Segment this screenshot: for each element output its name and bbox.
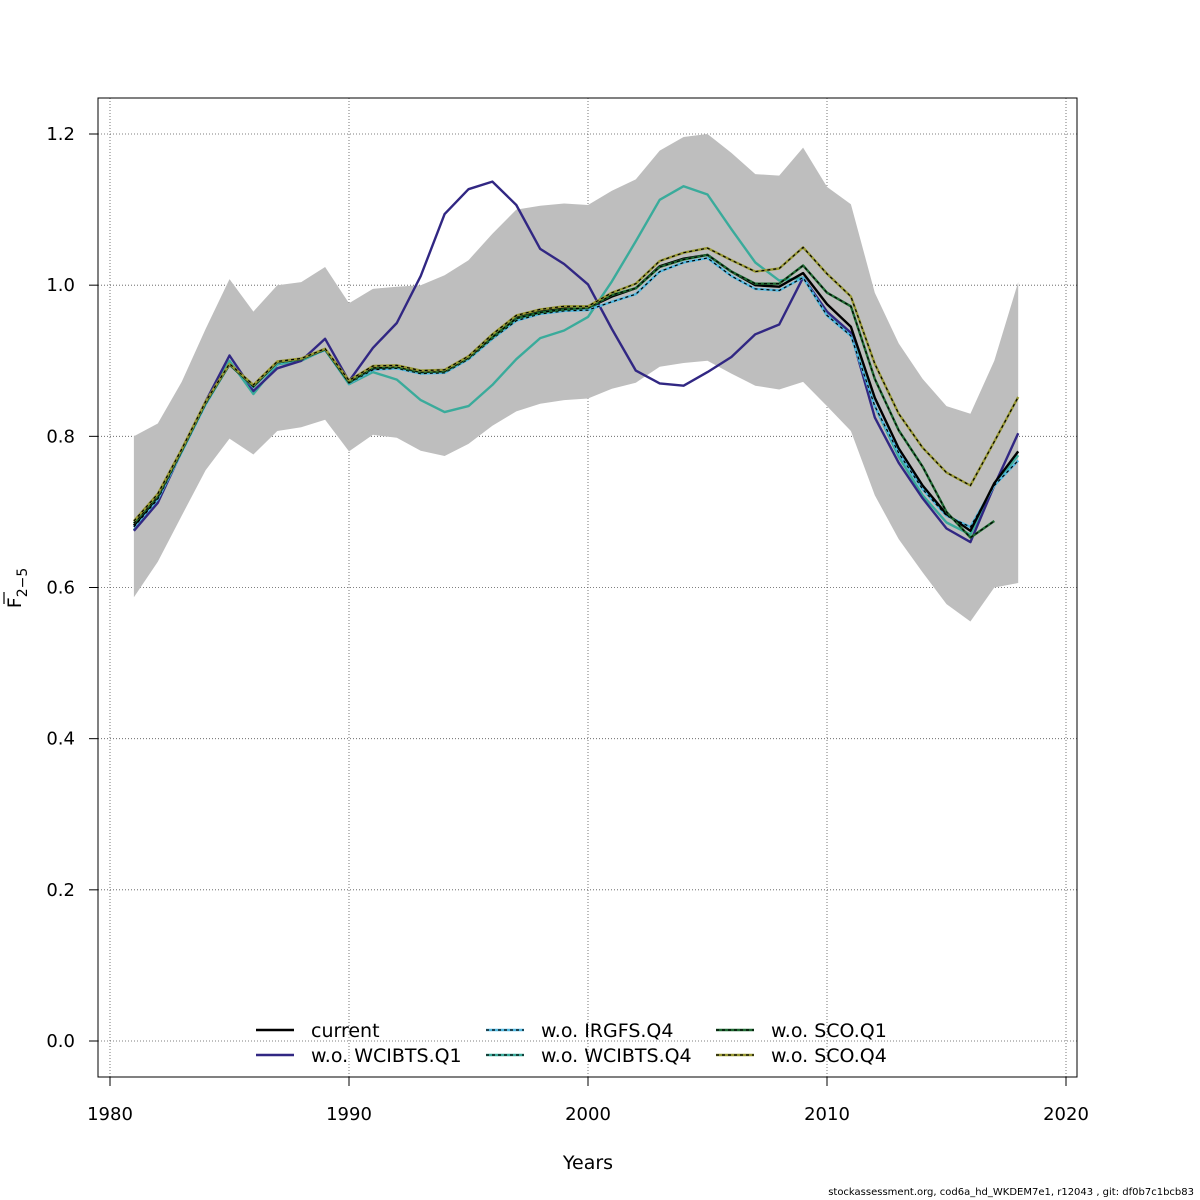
y-tick-label-0-4: 0.4 — [46, 729, 75, 750]
x-tick-label-2010: 2010 — [804, 1104, 850, 1125]
x-tick-label-1980: 1980 — [87, 1104, 133, 1125]
svg-text:F2−5: F2−5 — [4, 568, 31, 608]
x-tick-label-2000: 2000 — [565, 1104, 611, 1125]
legend-label-w-o-irgfs-q4: w.o. IRGFS.Q4 — [541, 1020, 673, 1042]
legend: current w.o. WCIBTS.Q1 w.o. IRGFS.Q4 w.o. W… — [256, 1020, 887, 1067]
footer-credit: stockassessment.org, cod6a_hd_WKDEM7e1, … — [828, 1187, 1194, 1198]
series-dots-w-o-sco-q4 — [133, 246, 1019, 522]
series-lines — [132, 180, 1020, 544]
legend-label-w-o-sco-q4: w.o. SCO.Q4 — [771, 1045, 887, 1067]
confidence-band-area — [133, 134, 1019, 622]
y-tick-label-0-2: 0.2 — [46, 880, 75, 901]
x-tick-label-2020: 2020 — [1043, 1104, 1089, 1125]
y-axis-title: F2−5 — [3, 568, 31, 608]
series-line-w-o-wcibts-q1 — [132, 180, 1020, 544]
y-tick-label-0-0: 0.0 — [46, 1031, 75, 1052]
x-tick-label-1990: 1990 — [326, 1104, 372, 1125]
legend-label-w-o-wcibts-q1: w.o. WCIBTS.Q1 — [311, 1045, 462, 1067]
y-tick-label-1-0: 1.0 — [46, 275, 75, 296]
confidence-band — [133, 134, 1019, 622]
y-tick-label-0-6: 0.6 — [46, 578, 75, 599]
y-axis-title-sub: 2−5 — [15, 568, 31, 598]
x-axis-title: Years — [562, 1152, 613, 1174]
legend-label-w-o-wcibts-q4: w.o. WCIBTS.Q4 — [541, 1045, 692, 1067]
y-tick-label-1-2: 1.2 — [46, 124, 75, 145]
legend-label-current: current — [311, 1020, 380, 1042]
y-tick-label-0-8: 0.8 — [46, 426, 75, 447]
axes: 1980 1990 2000 2010 2020 0.0 0.2 0.4 0.6 0.8 1.0 1.… — [46, 124, 1089, 1125]
y-axis-title-main: F — [4, 597, 26, 608]
legend-label-w-o-sco-q1: w.o. SCO.Q1 — [771, 1020, 887, 1042]
